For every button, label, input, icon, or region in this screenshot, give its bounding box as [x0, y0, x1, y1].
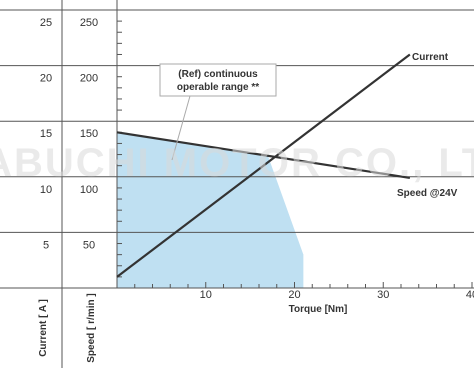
region-label-line: (Ref) continuous	[178, 69, 258, 80]
current-series-label: Current	[412, 52, 449, 63]
x-axis-title: Torque [Nm]	[289, 304, 348, 315]
speed-tick-label: 200	[80, 73, 98, 85]
series-lines	[116, 53, 411, 278]
watermark-text: MABUCHI MOTOR CO., LTD.	[0, 141, 474, 185]
x-tick-label: 10	[200, 289, 212, 301]
speed-tick-label: 100	[80, 184, 98, 196]
watermark: MABUCHI MOTOR CO., LTD.	[0, 141, 474, 185]
region-label-line: operable range **	[177, 82, 259, 93]
speed-series-label: Speed @24V	[397, 188, 458, 199]
current-tick-label: 25	[40, 17, 52, 29]
current-line	[116, 53, 411, 278]
x-tick-label: 40	[466, 289, 474, 301]
region-leader-line	[171, 95, 191, 161]
current-tick-label: 15	[40, 128, 52, 140]
x-tick-label: 20	[288, 289, 300, 301]
current-tick-label: 5	[43, 239, 49, 251]
speed-tick-label: 150	[80, 128, 98, 140]
speed-axis-title: Speed [ r/min ]	[86, 293, 97, 362]
speed-tick-label: 250	[80, 17, 98, 29]
x-axis-ticks	[134, 282, 473, 288]
current-tick-label: 20	[40, 73, 52, 85]
speed-tick-label: 50	[83, 239, 95, 251]
chart-labels: 10 20 30 40 Torque [Nm] Current Speed @24V (Ref…	[159, 52, 474, 315]
speed-line	[116, 131, 411, 179]
x-tick-label: 30	[377, 289, 389, 301]
region-label-box	[159, 63, 277, 97]
y-axis-tick-labels: 5 10 15 20 25 50 100 150 200 250 Current [ A ] Spee…	[38, 17, 98, 363]
current-axis-title: Current [ A ]	[38, 299, 49, 357]
current-tick-label: 10	[40, 184, 52, 196]
